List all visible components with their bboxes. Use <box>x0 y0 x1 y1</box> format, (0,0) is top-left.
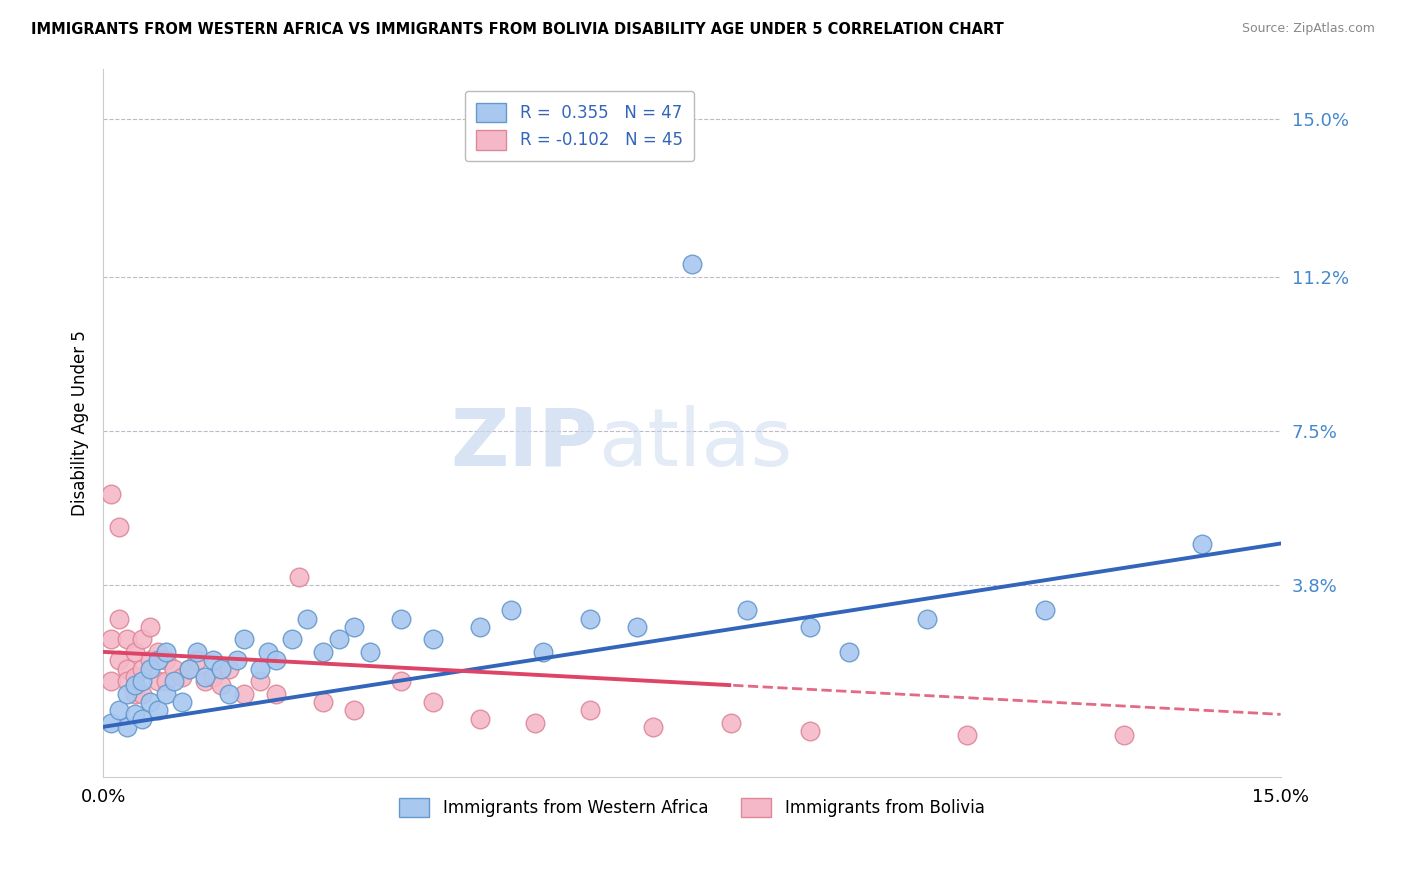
Point <box>155 645 177 659</box>
Point <box>735 603 758 617</box>
Text: ZIP: ZIP <box>450 405 598 483</box>
Point <box>233 687 256 701</box>
Point <box>468 620 491 634</box>
Point <box>468 712 491 726</box>
Point <box>578 611 600 625</box>
Point <box>139 695 162 709</box>
Point <box>186 653 208 667</box>
Point <box>115 632 138 647</box>
Point <box>131 632 153 647</box>
Y-axis label: Disability Age Under 5: Disability Age Under 5 <box>72 330 89 516</box>
Point <box>312 695 335 709</box>
Point <box>194 670 217 684</box>
Point <box>155 673 177 688</box>
Point <box>108 611 131 625</box>
Point <box>202 670 225 684</box>
Point <box>257 645 280 659</box>
Point <box>1112 728 1135 742</box>
Point <box>681 257 703 271</box>
Point <box>179 661 201 675</box>
Point <box>139 620 162 634</box>
Point <box>312 645 335 659</box>
Point <box>146 645 169 659</box>
Point <box>115 687 138 701</box>
Point <box>194 673 217 688</box>
Point <box>131 712 153 726</box>
Point <box>1033 603 1056 617</box>
Point <box>917 611 939 625</box>
Point <box>100 715 122 730</box>
Point <box>422 632 444 647</box>
Point <box>328 632 350 647</box>
Point <box>249 673 271 688</box>
Point <box>202 653 225 667</box>
Point <box>1191 536 1213 550</box>
Point <box>391 611 413 625</box>
Point <box>131 661 153 675</box>
Point <box>523 715 546 730</box>
Point <box>124 678 146 692</box>
Point <box>170 670 193 684</box>
Point <box>139 661 162 675</box>
Point <box>163 673 186 688</box>
Text: atlas: atlas <box>598 405 792 483</box>
Point <box>838 645 860 659</box>
Point <box>139 653 162 667</box>
Point <box>531 645 554 659</box>
Point <box>115 673 138 688</box>
Point <box>501 603 523 617</box>
Point <box>209 678 232 692</box>
Point <box>124 645 146 659</box>
Text: IMMIGRANTS FROM WESTERN AFRICA VS IMMIGRANTS FROM BOLIVIA DISABILITY AGE UNDER 5: IMMIGRANTS FROM WESTERN AFRICA VS IMMIGR… <box>31 22 1004 37</box>
Point <box>249 661 271 675</box>
Point <box>578 703 600 717</box>
Point <box>264 687 287 701</box>
Point <box>146 673 169 688</box>
Point <box>155 653 177 667</box>
Point <box>343 703 366 717</box>
Point <box>799 724 821 739</box>
Point <box>186 645 208 659</box>
Point <box>163 661 186 675</box>
Point <box>626 620 648 634</box>
Point <box>115 720 138 734</box>
Point <box>170 695 193 709</box>
Point <box>233 632 256 647</box>
Point <box>288 570 311 584</box>
Point <box>146 703 169 717</box>
Text: Source: ZipAtlas.com: Source: ZipAtlas.com <box>1241 22 1375 36</box>
Point <box>343 620 366 634</box>
Point <box>155 687 177 701</box>
Point <box>124 670 146 684</box>
Point <box>297 611 319 625</box>
Point <box>209 661 232 675</box>
Point <box>720 715 742 730</box>
Point <box>131 673 153 688</box>
Point <box>124 707 146 722</box>
Point <box>115 661 138 675</box>
Point <box>146 653 169 667</box>
Point <box>100 632 122 647</box>
Point <box>124 687 146 701</box>
Point <box>108 703 131 717</box>
Point <box>422 695 444 709</box>
Point <box>225 653 247 667</box>
Point <box>391 673 413 688</box>
Point <box>218 687 240 701</box>
Point <box>955 728 977 742</box>
Point <box>100 673 122 688</box>
Legend: Immigrants from Western Africa, Immigrants from Bolivia: Immigrants from Western Africa, Immigran… <box>391 789 993 825</box>
Point <box>799 620 821 634</box>
Point <box>100 486 122 500</box>
Point <box>264 653 287 667</box>
Point <box>131 687 153 701</box>
Point <box>179 661 201 675</box>
Point <box>359 645 381 659</box>
Point <box>218 661 240 675</box>
Point <box>108 520 131 534</box>
Point <box>641 720 664 734</box>
Point <box>108 653 131 667</box>
Point <box>280 632 302 647</box>
